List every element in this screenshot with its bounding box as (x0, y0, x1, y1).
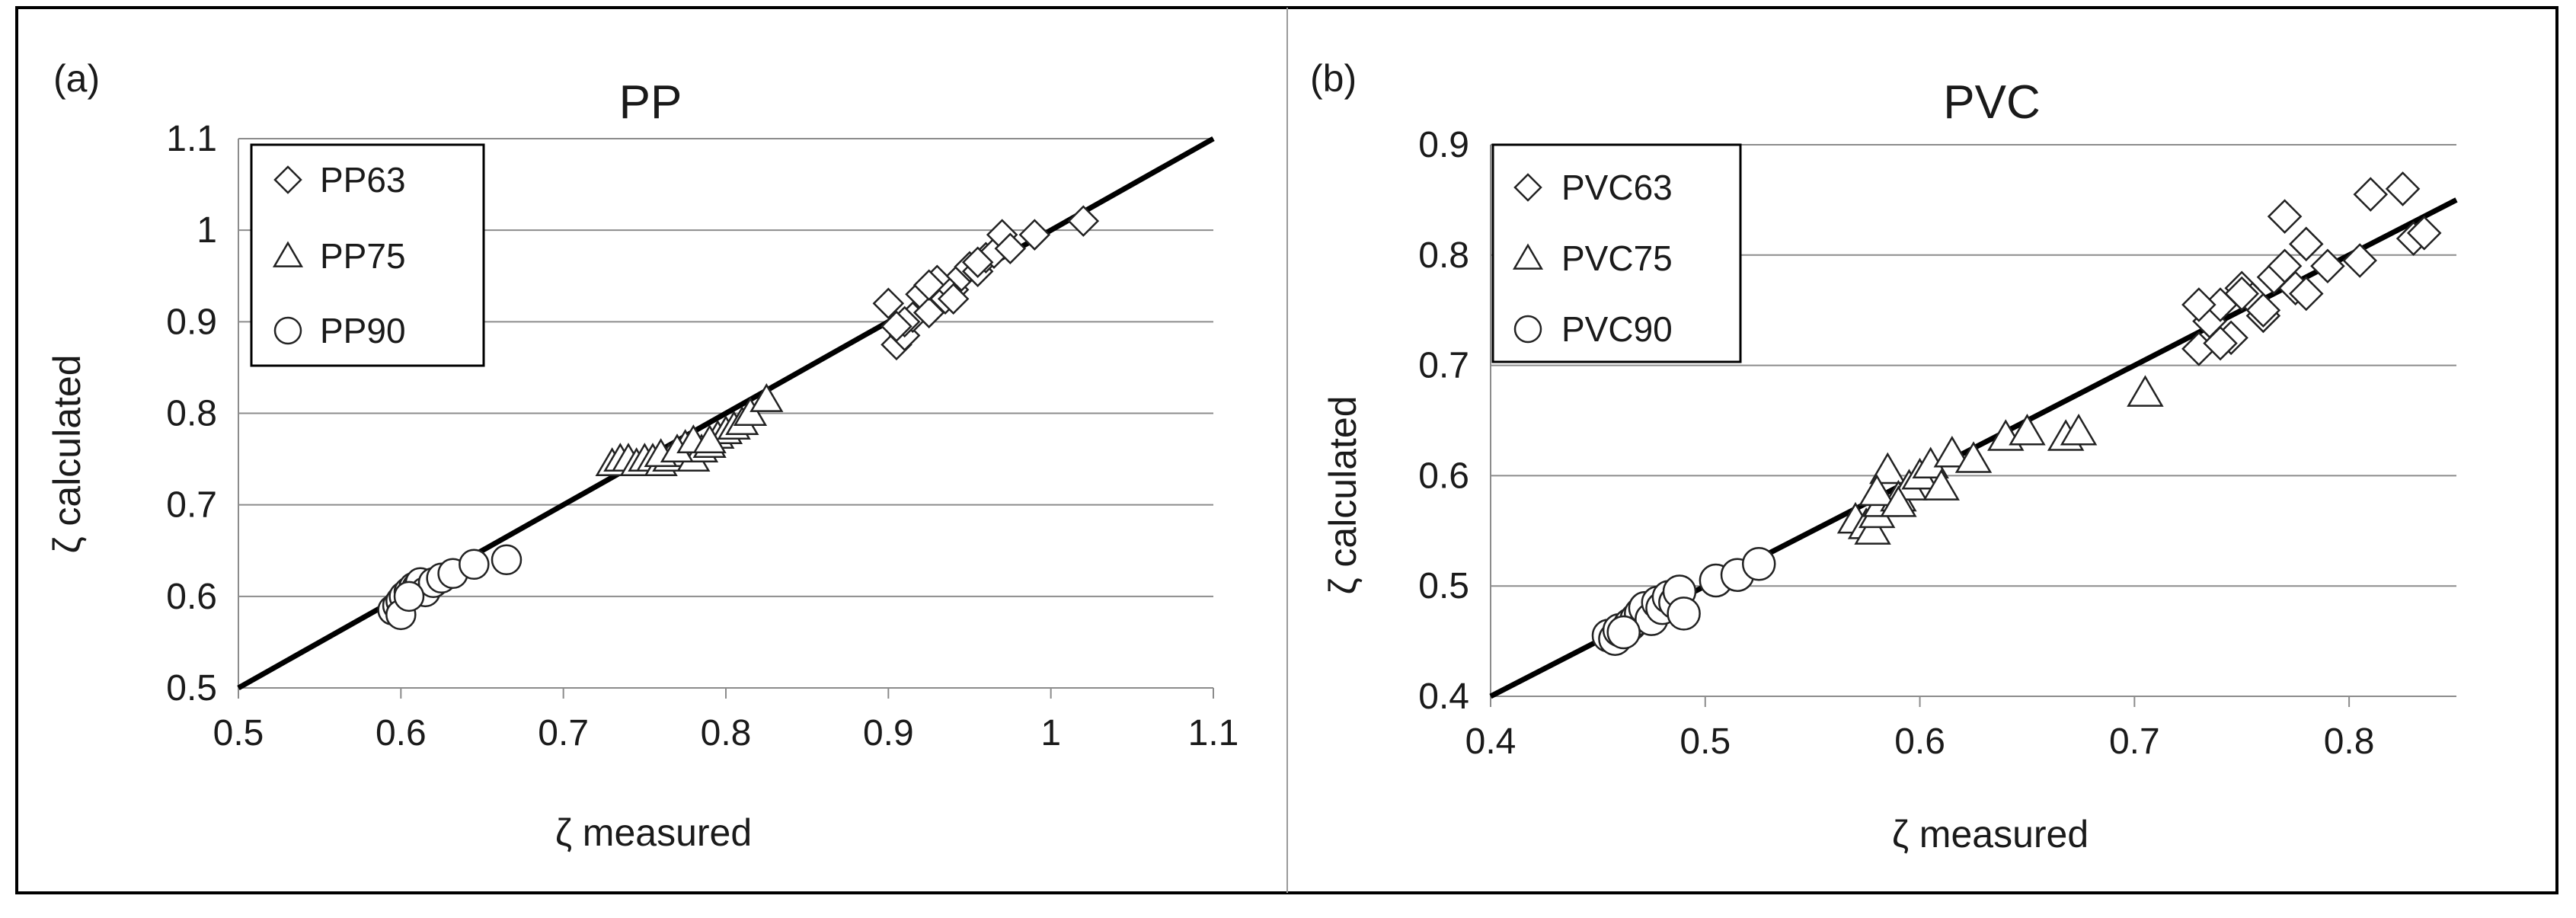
panel-b-ytick-label: 0.5 (1418, 566, 1469, 606)
point-pvc75 (1922, 469, 1960, 501)
point-pp63 (881, 310, 912, 343)
legend-label-pvc75: PVC75 (1561, 238, 1673, 278)
panel-b-xtick-label: 0.6 (1894, 721, 1945, 762)
point-pp90 (459, 549, 490, 581)
panel-b-legend: PVC63 PVC75 PVC90 (1491, 143, 1742, 363)
point-pvc63 (2267, 199, 2303, 234)
point-pvc63 (2353, 177, 2389, 212)
legend-label-pvc63: PVC63 (1561, 168, 1673, 207)
panel-b-xtick-label: 0.5 (1680, 721, 1731, 762)
panel-a-ticks: 0.5 0.6 0.7 0.8 0.9 1 1.1 0.5 0.6 0.7 0.8 0.9 1 1.1 (166, 119, 1238, 753)
panel-a-marks (377, 205, 1100, 631)
panel-b-ytick-label: 0.4 (1418, 677, 1469, 717)
legend-label-pp75: PP75 (320, 236, 406, 276)
point-pvc75 (1954, 441, 1993, 473)
panel-a-ytick-label: 0.8 (166, 394, 217, 434)
point-pvc63 (2203, 325, 2238, 361)
point-pp63 (912, 269, 945, 302)
panel-b-xlabel: ζ measured (1892, 813, 2089, 856)
point-pp75 (692, 424, 727, 453)
point-pvc63 (2310, 248, 2345, 284)
point-pvc63 (2245, 293, 2281, 328)
point-pvc63 (2267, 248, 2303, 284)
panel-a-xlabel: ζ measured (555, 811, 752, 854)
point-pvc75 (1880, 485, 1917, 517)
point-pvc75 (1869, 452, 1906, 485)
panel-a-ylabel: ζ calculated (46, 354, 88, 553)
panel-b-title: PVC (1943, 76, 2040, 129)
point-pvc75 (1854, 513, 1891, 545)
panel-a-letter: (a) (53, 57, 100, 100)
legend-label-pvc90: PVC90 (1561, 309, 1673, 349)
panel-a-ytick-label: 0.5 (166, 668, 217, 708)
panel-a-title: PP (619, 76, 682, 129)
panel-b-ytick-label: 0.7 (1418, 346, 1469, 386)
panel-b-xtick-label: 0.7 (2109, 721, 2160, 762)
point-pvc75 (2060, 413, 2098, 446)
panel-a-legend: PP63 PP75 PP90 (250, 143, 485, 367)
point-pvc63 (2385, 171, 2421, 206)
point-pvc90 (1741, 546, 1776, 581)
legend-marker-pp63 (273, 165, 302, 194)
panel-a: (a) PP 0.50.60.70.80.911.10.5 0.6 0.7 0.8 0.… (46, 57, 1238, 854)
point-pvc75 (2127, 375, 2164, 407)
point-pp63 (994, 232, 1027, 264)
panel-a-xtick-label: 1 (1040, 713, 1061, 753)
legend-marker-pvc90 (1513, 315, 1542, 344)
panel-b-xtick-label: 0.8 (2324, 721, 2375, 762)
legend-marker-pp75 (272, 241, 304, 267)
panel-a-xtick-label: 0.9 (863, 713, 914, 753)
panel-a-ytick-label: 1.1 (166, 119, 217, 159)
point-pvc90 (1667, 597, 1701, 631)
point-pvc63 (2288, 276, 2324, 312)
panel-b-letter: (b) (1310, 57, 1357, 100)
legend-marker-pp90 (273, 316, 302, 345)
legend-marker-pvc63 (1513, 173, 1542, 202)
panel-a-xtick-label: 0.5 (213, 713, 264, 753)
point-pvc63 (2181, 287, 2216, 322)
point-pvc63 (2288, 226, 2324, 262)
panel-b-marks (1591, 171, 2442, 656)
point-pp63 (872, 287, 905, 320)
panel-b-ytick-label: 0.8 (1418, 235, 1469, 276)
point-pvc75 (1933, 435, 1971, 468)
panel-a-xtick-label: 0.8 (701, 713, 752, 753)
panel-a-xtick-label: 1.1 (1188, 713, 1239, 753)
panel-a-xtick-label: 0.6 (376, 713, 427, 753)
legend-marker-pvc75 (1512, 243, 1544, 270)
point-pvc63 (2224, 276, 2259, 312)
panel-b-ticks: 0.4 0.5 0.6 0.7 0.8 0.9 0.4 0.5 0.6 0.7 0.8 (1418, 125, 2374, 762)
panel-b: (b) PVC 0.40.50.60.70.80.90.4 0.5 0.6 0.7 0.… (1310, 57, 2458, 856)
point-pvc63 (2342, 243, 2377, 278)
point-pvc90 (1606, 615, 1641, 650)
point-pp63 (937, 283, 970, 315)
legend-label-pp63: PP63 (320, 160, 406, 200)
point-pvc63 (2406, 216, 2442, 251)
panel-a-ytick-label: 1 (197, 210, 217, 251)
point-pp63 (1067, 205, 1100, 237)
point-pp90 (491, 544, 523, 576)
panel-a-ytick-label: 0.7 (166, 485, 217, 526)
panel-b-ytick-label: 0.6 (1418, 456, 1469, 496)
panel-b-ytick-label: 0.9 (1418, 125, 1469, 165)
panel-b-xtick-label: 0.4 (1465, 721, 1517, 762)
legend-label-pp90: PP90 (320, 311, 406, 350)
panel-a-ytick-label: 0.6 (166, 577, 217, 617)
point-pvc75 (2009, 413, 2046, 446)
panel-a-xtick-label: 0.7 (538, 713, 589, 753)
point-pp90 (393, 581, 425, 613)
point-pp75 (749, 382, 784, 412)
point-pvc75 (1858, 474, 1896, 507)
point-pp63 (1018, 219, 1051, 251)
panel-a-ytick-label: 0.9 (166, 302, 217, 342)
panel-b-ylabel: ζ calculated (1322, 395, 1364, 594)
point-pp63 (961, 246, 994, 278)
